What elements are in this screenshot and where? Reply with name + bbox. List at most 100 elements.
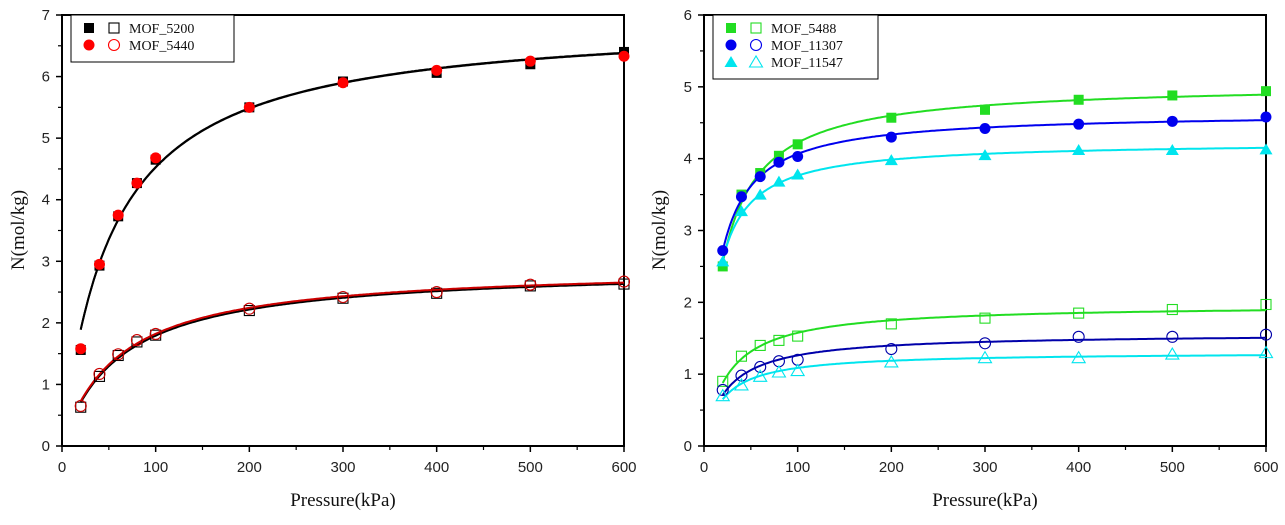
data-point-mof-11307-open bbox=[1166, 330, 1179, 343]
data-point-mof-5488-open bbox=[1073, 307, 1085, 319]
fit-line-mof-11547-filled bbox=[721, 146, 1267, 260]
data-point-mof-5440-filled bbox=[337, 77, 349, 89]
data-point-mof-11307-filled bbox=[754, 171, 766, 183]
data-point-mof-11307-open bbox=[1072, 330, 1085, 343]
fit-line-mof-11307-open bbox=[721, 336, 1266, 396]
data-point-mof-5488-filled bbox=[886, 112, 897, 123]
data-point-mof-11547-open bbox=[883, 354, 899, 368]
data-point-mof-5488-filled bbox=[1261, 86, 1271, 97]
data-point-mof-5488-open bbox=[792, 330, 804, 342]
data-point-mof-11547-open bbox=[790, 363, 806, 377]
data-point-mof-5488-filled bbox=[1073, 94, 1084, 105]
legend-marker-open bbox=[108, 22, 120, 34]
data-point-mof-5440-filled bbox=[75, 343, 87, 355]
data-point-mof-11307-filled bbox=[792, 151, 804, 163]
data-point-mof-5488-filled bbox=[1167, 90, 1178, 101]
data-point-mof-11307-open bbox=[716, 383, 729, 397]
left-panel: Pressure(kPa) N(mol/kg) 0 100 200 300 400 500… bbox=[8, 7, 637, 511]
plot-frame bbox=[703, 14, 1267, 447]
legend-marker-filled bbox=[725, 39, 737, 51]
data-point-mof-11547-open bbox=[771, 364, 787, 378]
x-tick-label: 400 bbox=[1066, 459, 1091, 476]
data-point-mof-11307-open bbox=[885, 342, 898, 356]
x-tick-label: 300 bbox=[330, 459, 355, 476]
x-tick-label: 400 bbox=[424, 459, 449, 476]
legend-box bbox=[712, 14, 879, 80]
data-point-mof-11307-filled bbox=[1166, 115, 1178, 127]
data-point-mof-5440-filled bbox=[150, 152, 162, 164]
data-point-mof-5440-open bbox=[524, 278, 537, 291]
x-axis-title: Pressure(kPa) bbox=[932, 490, 1038, 511]
data-point-mof-5440-filled bbox=[243, 101, 255, 113]
x-tick-label: 0 bbox=[700, 459, 708, 476]
data-point-mof-5488-filled bbox=[717, 261, 728, 272]
data-point-mof-11547-open bbox=[977, 350, 993, 364]
data-point-mof-11547-open bbox=[734, 377, 749, 391]
legend-label: MOF_11307 bbox=[771, 39, 843, 54]
y-tick-label: 0 bbox=[42, 438, 50, 455]
data-point-mof-11547-filled bbox=[791, 168, 805, 180]
fit-line-mof-5440-filled bbox=[79, 51, 625, 330]
legend-marker-open bbox=[107, 38, 121, 52]
data-point-mof-11547-filled bbox=[884, 154, 898, 166]
data-point-mof-11307-open bbox=[754, 360, 767, 374]
legend-marker-filled bbox=[83, 39, 95, 51]
y-tick-label: 3 bbox=[42, 253, 50, 270]
data-point-mof-11547-open bbox=[1071, 350, 1087, 364]
data-point-mof-5440-open bbox=[112, 348, 125, 361]
data-point-mof-5440-open bbox=[243, 302, 256, 315]
legend-label: MOF_11547 bbox=[771, 56, 843, 71]
legend-marker-filled bbox=[726, 23, 736, 33]
legend-marker-open bbox=[749, 38, 763, 52]
y-tick-label: 0 bbox=[684, 438, 692, 455]
y-tick-label: 7 bbox=[42, 7, 50, 24]
x-tick-label: 200 bbox=[237, 459, 262, 476]
data-point-mof-11307-open bbox=[1259, 328, 1273, 341]
data-point-mof-11547-filled bbox=[772, 175, 786, 187]
legend-label: MOF_5440 bbox=[129, 39, 194, 54]
data-point-mof-5488-open bbox=[717, 375, 729, 387]
data-point-mof-11307-filled bbox=[735, 191, 747, 203]
y-tick-label: 6 bbox=[42, 69, 50, 86]
data-point-mof-5440-open bbox=[130, 334, 143, 347]
data-point-mof-11307-open bbox=[978, 337, 992, 350]
data-point-mof-5440-filled bbox=[618, 50, 630, 62]
legend-label: MOF_5488 bbox=[771, 22, 836, 37]
y-tick-label: 3 bbox=[684, 223, 692, 240]
data-point-mof-5440-open bbox=[430, 286, 443, 299]
data-point-mof-11547-open bbox=[715, 388, 731, 402]
data-point-mof-11307-filled bbox=[717, 245, 729, 257]
data-point-mof-11547-filled bbox=[753, 188, 767, 200]
fit-line-mof-5200-open bbox=[79, 282, 625, 403]
data-point-mof-5440-open bbox=[149, 327, 162, 340]
y-tick-label: 1 bbox=[42, 376, 50, 393]
data-point-mof-5440-filled bbox=[431, 64, 443, 76]
x-tick-label: 500 bbox=[518, 459, 543, 476]
data-point-mof-5488-open bbox=[773, 334, 785, 346]
data-point-mof-11307-filled bbox=[1073, 118, 1085, 130]
data-point-mof-5440-filled bbox=[93, 258, 105, 270]
data-point-mof-5488-open bbox=[1166, 303, 1178, 316]
data-point-mof-5488-filled bbox=[980, 104, 990, 115]
data-point-mof-11547-open bbox=[752, 369, 768, 382]
legend-marker-open bbox=[748, 54, 764, 68]
data-point-mof-11547-filled bbox=[1072, 144, 1086, 156]
legend-marker-open bbox=[750, 22, 762, 34]
data-point-mof-5488-open bbox=[754, 339, 766, 351]
data-point-mof-5440-open bbox=[617, 275, 631, 288]
data-point-mof-5440-filled bbox=[524, 55, 536, 67]
y-axis-title: N(mol/kg) bbox=[649, 190, 670, 270]
data-point-mof-5440-filled bbox=[131, 177, 143, 189]
data-point-mof-11547-open bbox=[1258, 345, 1274, 359]
data-point-mof-11547-filled bbox=[734, 205, 748, 217]
data-point-mof-11307-filled bbox=[885, 131, 897, 143]
y-tick-label: 5 bbox=[684, 79, 692, 96]
y-tick-label: 2 bbox=[42, 315, 50, 332]
data-point-mof-5488-open bbox=[885, 318, 897, 330]
fit-line-mof-5440-open bbox=[79, 281, 624, 402]
fit-line-mof-5488-filled bbox=[721, 93, 1266, 264]
data-point-mof-11547-filled bbox=[1165, 144, 1179, 156]
data-point-mof-5488-filled bbox=[773, 150, 784, 161]
fit-line-mof-5488-open bbox=[721, 309, 1266, 384]
